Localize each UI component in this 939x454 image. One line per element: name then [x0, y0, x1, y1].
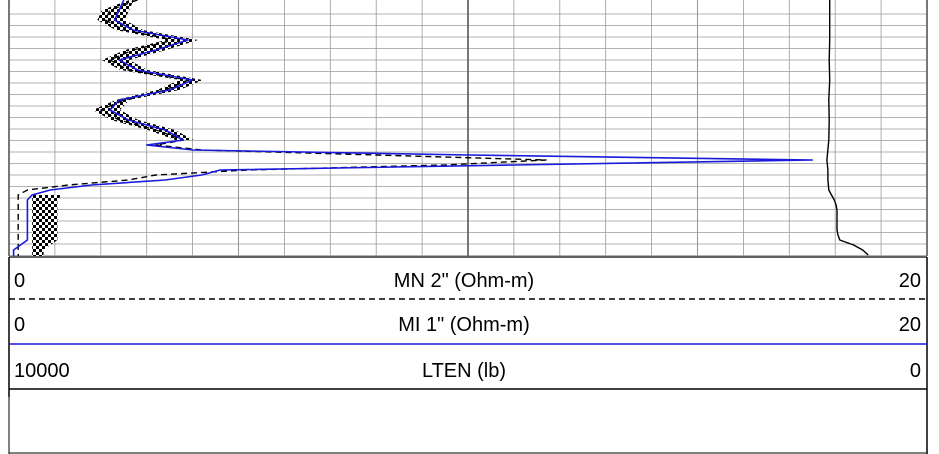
mi-curve-name: MI 1" (Ohm-m) [398, 314, 530, 336]
lten-curve-name: LTEN (lb) [422, 360, 506, 382]
grid-major [8, 0, 928, 256]
curve-separation-fill [32, 0, 203, 256]
mi-scale-min: 0 [14, 314, 25, 336]
scale-header: 0 MN 2" (Ohm-m) 20 0 MI 1" (Ohm-m) 20 10… [8, 256, 928, 454]
mi-scale-max: 20 [899, 314, 921, 336]
mn-scale-min: 0 [14, 270, 25, 292]
curve-layer [12, 0, 869, 256]
curve-mi-1in [12, 0, 814, 256]
curve-lten [826, 0, 869, 256]
lten-scale-max: 0 [910, 360, 921, 382]
separation-fill-upper [92, 0, 203, 140]
separation-fill-lower [32, 195, 62, 256]
mn-scale-max: 20 [899, 270, 921, 292]
curve-mn-2in [17, 0, 547, 256]
lten-scale-min: 10000 [14, 360, 70, 382]
mn-curve-name: MN 2" (Ohm-m) [394, 270, 534, 292]
